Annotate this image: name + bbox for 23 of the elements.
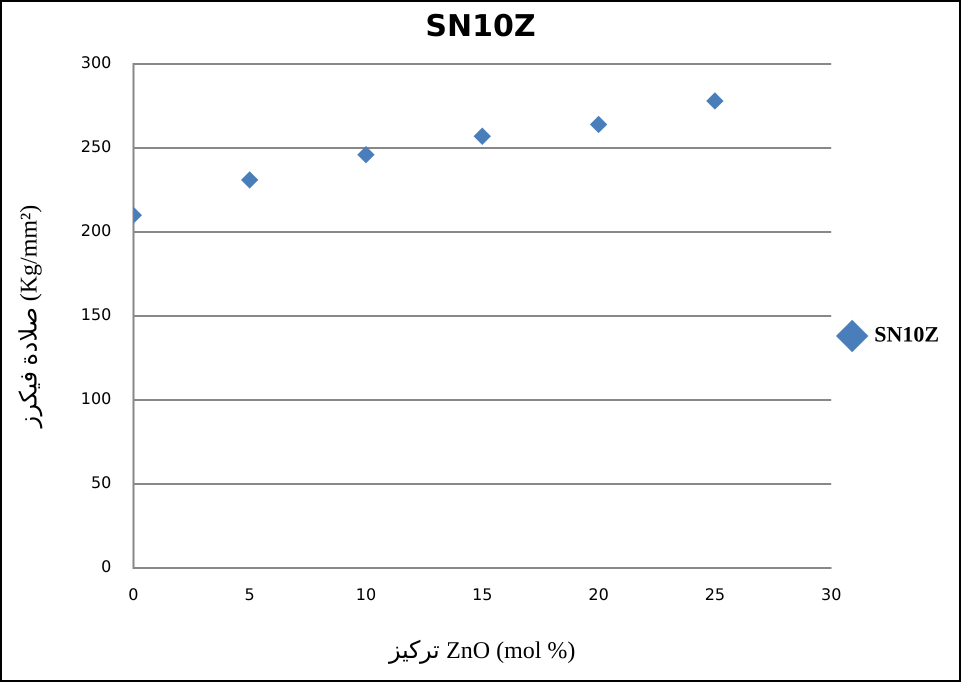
y-tick-label: 50 bbox=[90, 473, 112, 492]
x-tick-label: 30 bbox=[821, 584, 842, 604]
y-tick-label: 0 bbox=[101, 557, 112, 576]
y-tick-label: 250 bbox=[80, 137, 112, 156]
chart-title: SN10Z bbox=[425, 8, 536, 44]
x-tick-label: 10 bbox=[356, 584, 376, 604]
x-axis-title: تركيز ZnO (mol %) bbox=[388, 638, 576, 664]
point bbox=[474, 128, 491, 145]
point bbox=[241, 171, 258, 188]
y-axis-title: صلادة فيكرز (Kg/mm²) bbox=[16, 204, 43, 428]
point bbox=[590, 116, 608, 133]
x-tick-label: 0 bbox=[128, 584, 138, 604]
y-tick-label: 100 bbox=[80, 389, 112, 408]
x-tick-label: 20 bbox=[588, 584, 609, 604]
point bbox=[706, 92, 724, 110]
x-tick-label: 25 bbox=[704, 584, 726, 604]
x-tick-label: 5 bbox=[244, 584, 255, 604]
y-tick-label: 150 bbox=[80, 305, 112, 324]
point bbox=[357, 146, 374, 164]
legend-label: SN10Z bbox=[874, 322, 939, 347]
x-tick-label: 15 bbox=[472, 584, 492, 604]
y-tick-label: 200 bbox=[80, 221, 112, 240]
y-tick-label: 300 bbox=[80, 53, 112, 72]
